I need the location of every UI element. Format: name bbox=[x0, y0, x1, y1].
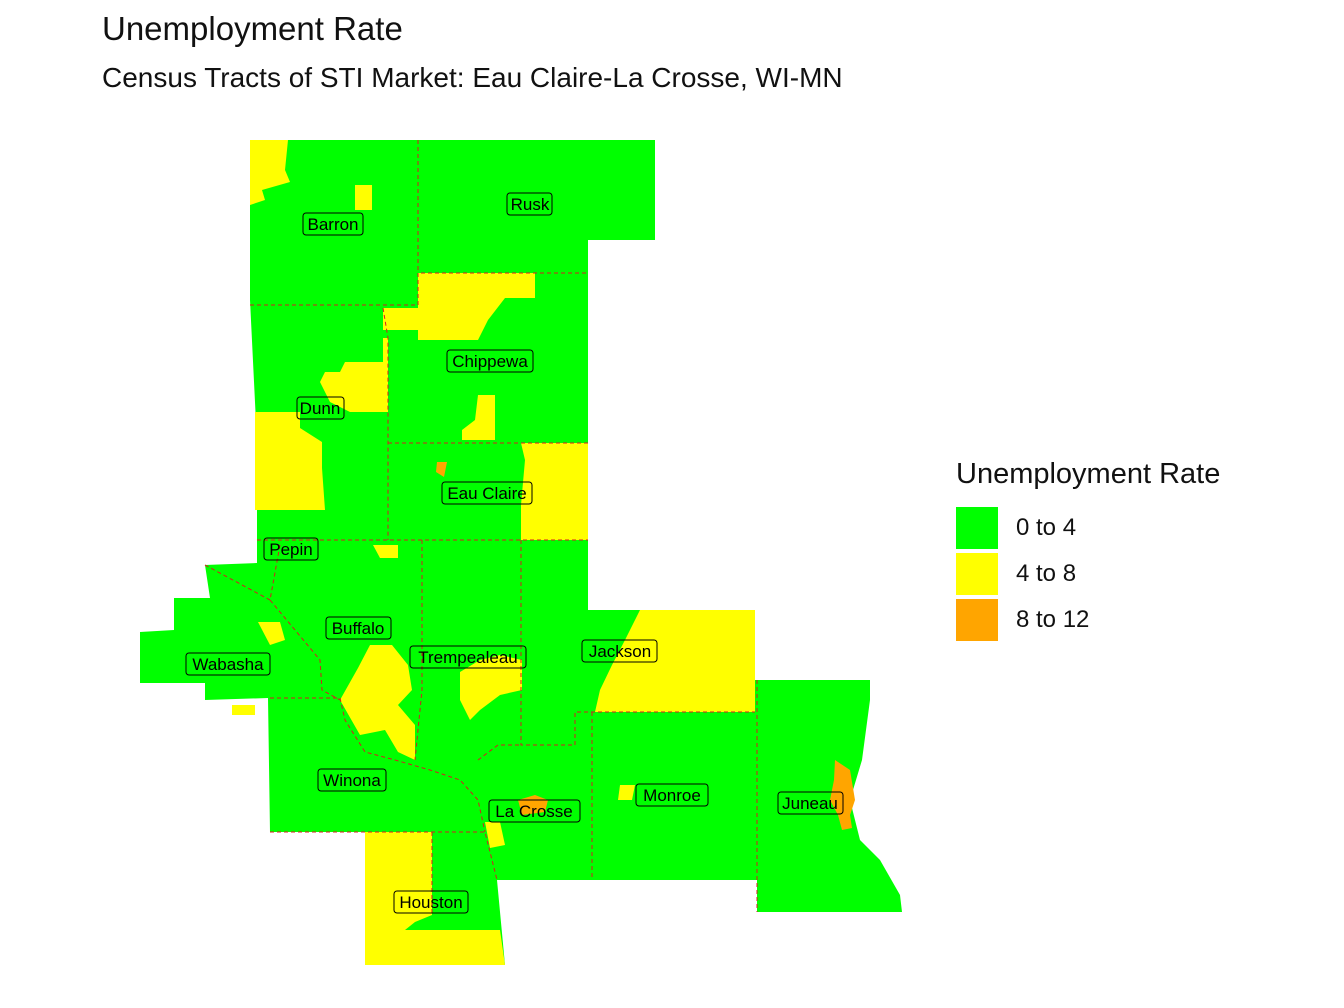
legend-swatch-high bbox=[956, 599, 998, 641]
county-label-pepin: Pepin bbox=[263, 537, 319, 561]
mid-rate-tracts bbox=[232, 140, 755, 965]
svg-text:Pepin: Pepin bbox=[269, 540, 312, 559]
county-label-wabasha: Wabasha bbox=[185, 652, 271, 676]
svg-text:Jackson: Jackson bbox=[589, 642, 651, 661]
county-label-la-crosse: La Crosse bbox=[488, 799, 581, 823]
legend-item-high: 8 to 12 bbox=[956, 597, 1220, 643]
market-region bbox=[140, 140, 902, 965]
svg-text:La Crosse: La Crosse bbox=[495, 802, 572, 821]
county-label-trempealeau: Trempealeau bbox=[409, 645, 527, 669]
svg-text:Rusk: Rusk bbox=[511, 195, 550, 214]
county-label-barron: Barron bbox=[302, 212, 364, 236]
legend-swatch-mid bbox=[956, 553, 998, 595]
county-labels: Barron Rusk Chippewa Dunn Eau Claire Pep… bbox=[185, 192, 844, 914]
svg-text:Buffalo: Buffalo bbox=[332, 619, 385, 638]
county-label-chippewa: Chippewa bbox=[446, 349, 534, 373]
legend-item-low: 0 to 4 bbox=[956, 505, 1220, 551]
legend-label-high: 8 to 12 bbox=[1016, 606, 1090, 633]
county-label-buffalo: Buffalo bbox=[325, 616, 392, 640]
legend-swatch-low bbox=[956, 507, 998, 549]
county-label-houston: Houston bbox=[393, 890, 469, 914]
svg-text:Barron: Barron bbox=[307, 215, 358, 234]
legend-title: Unemployment Rate bbox=[956, 458, 1221, 490]
svg-text:Juneau: Juneau bbox=[782, 794, 838, 813]
svg-text:Eau Claire: Eau Claire bbox=[447, 484, 526, 503]
svg-text:Houston: Houston bbox=[399, 893, 462, 912]
legend-label-mid: 4 to 8 bbox=[1016, 560, 1077, 587]
county-borders bbox=[204, 140, 758, 915]
county-label-jackson: Jackson bbox=[581, 639, 658, 663]
map-title: Unemployment Rate bbox=[102, 10, 403, 47]
legend: Unemployment Rate 0 to 4 4 to 8 8 to 12 bbox=[956, 458, 1220, 643]
county-label-monroe: Monroe bbox=[635, 783, 709, 807]
svg-text:Wabasha: Wabasha bbox=[192, 655, 264, 674]
svg-text:Trempealeau: Trempealeau bbox=[418, 648, 518, 667]
county-label-rusk: Rusk bbox=[506, 192, 553, 216]
county-label-winona: Winona bbox=[317, 768, 387, 792]
map-subtitle: Census Tracts of STI Market: Eau Claire-… bbox=[102, 62, 843, 93]
legend-label-low: 0 to 4 bbox=[1016, 514, 1077, 541]
legend-item-mid: 4 to 8 bbox=[956, 551, 1220, 597]
svg-text:Chippewa: Chippewa bbox=[452, 352, 528, 371]
svg-text:Winona: Winona bbox=[323, 771, 381, 790]
county-label-dunn: Dunn bbox=[296, 396, 345, 420]
county-label-juneau: Juneau bbox=[777, 791, 844, 815]
svg-text:Dunn: Dunn bbox=[300, 399, 341, 418]
county-label-eau-claire: Eau Claire bbox=[441, 481, 533, 505]
svg-text:Monroe: Monroe bbox=[643, 786, 701, 805]
